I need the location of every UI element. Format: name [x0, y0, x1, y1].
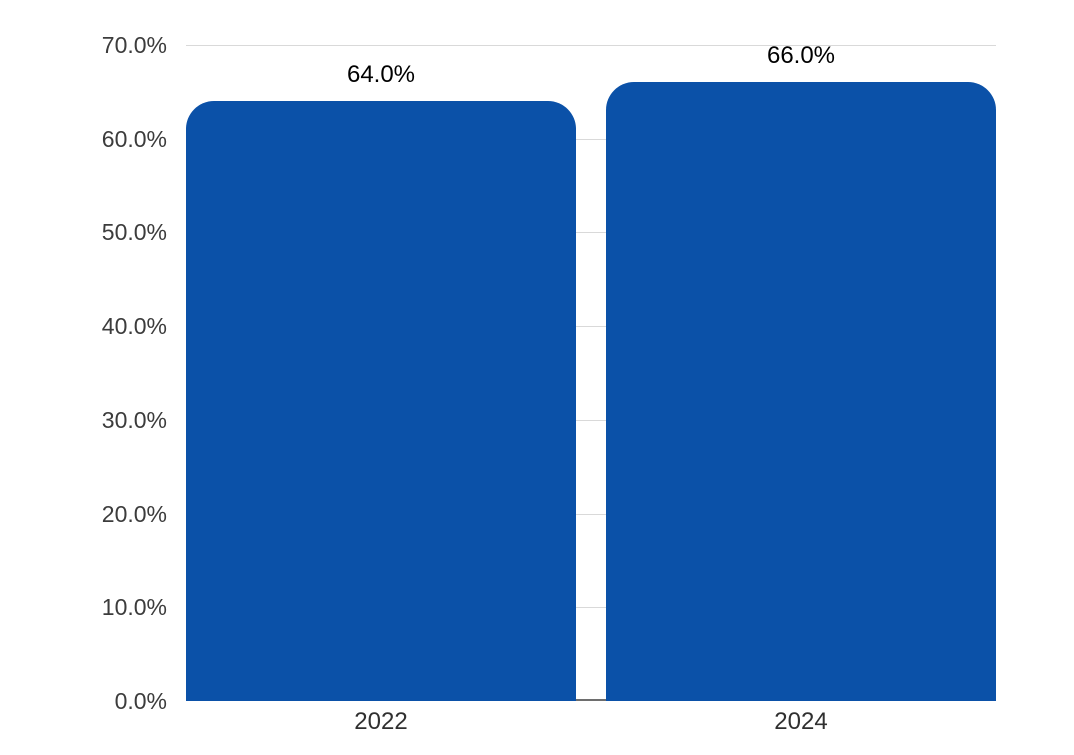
x-tick-label-2024: 2024: [774, 708, 828, 735]
y-tick-label-20: 20.0%: [101, 501, 167, 527]
x-axis-line: [186, 699, 996, 701]
gridline-60: [186, 139, 996, 140]
gridline-30: [186, 420, 996, 421]
x-tick-label-2022: 2022: [354, 708, 408, 735]
bar-value-label-2022: 64.0%: [346, 61, 416, 88]
bar-2024[interactable]: [606, 82, 996, 701]
gridline-70: [186, 45, 996, 46]
y-tick-label-30: 30.0%: [101, 407, 167, 433]
y-tick-label-50: 50.0%: [101, 219, 167, 245]
y-tick-label-70: 70.0%: [101, 32, 167, 58]
bar-2022[interactable]: [186, 101, 576, 701]
gridline-10: [186, 607, 996, 608]
y-tick-label-10: 10.0%: [101, 594, 167, 620]
y-tick-label-40: 40.0%: [101, 313, 167, 339]
bar-value-label-2024: 66.0%: [766, 42, 836, 69]
y-tick-label-60: 60.0%: [101, 126, 167, 152]
y-tick-label-0: 0.0%: [114, 688, 167, 714]
gridline-40: [186, 326, 996, 327]
gridline-50: [186, 232, 996, 233]
gridline-20: [186, 514, 996, 515]
